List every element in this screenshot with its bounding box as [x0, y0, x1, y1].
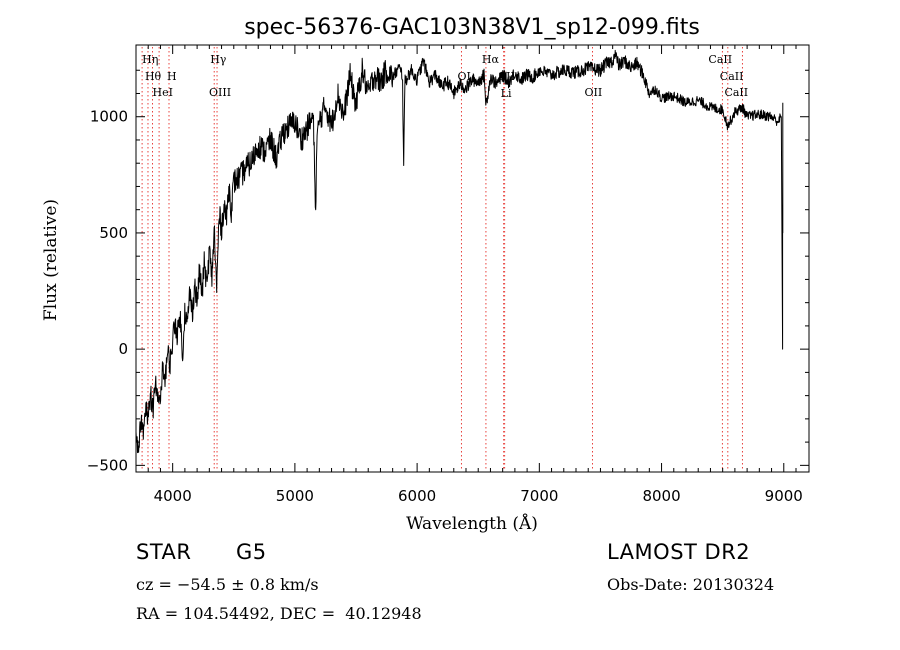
line-label-4: H: [167, 70, 177, 83]
line-markers: [141, 47, 743, 470]
x-tick-label: 9000: [765, 487, 803, 505]
x-tick-label: 6000: [398, 487, 436, 505]
x-tick-label: 4000: [154, 487, 192, 505]
x-tick-label: 7000: [520, 487, 558, 505]
y-tick-label: 500: [99, 224, 128, 242]
line-label-6: OIII: [209, 86, 231, 99]
x-axis: 4000 5000 6000 7000 8000 9000: [147, 45, 803, 505]
line-label-1: Hθ: [145, 70, 162, 83]
y-axis: −500 0 500 1000: [87, 69, 809, 474]
line-label-13: CaII: [720, 70, 744, 83]
x-axis-label: Wavelength (Å): [406, 513, 538, 534]
observation-date: Obs-Date: 20130324: [607, 575, 775, 594]
y-tick-label: −500: [87, 456, 128, 474]
plot-frame: [135, 44, 810, 473]
y-tick-label: 0: [118, 340, 128, 358]
x-tick-label: 5000: [276, 487, 314, 505]
x-tick-label: 8000: [642, 487, 680, 505]
chart-title: spec-56376-GAC103N38V1_sp12-099.fits: [244, 15, 700, 40]
line-label-8: Hα: [482, 53, 500, 66]
spectrum-line: [135, 49, 784, 454]
y-axis-label: Flux (relative): [41, 199, 61, 321]
line-label-5: Hγ: [210, 53, 227, 66]
object-class: STAR: [136, 540, 192, 564]
spectrum-chart: spec-56376-GAC103N38V1_sp12-099.fits Hη H…: [41, 15, 810, 534]
spectrum-series: [135, 49, 784, 454]
coordinates: RA = 104.54492, DEC = 40.12948: [136, 604, 422, 623]
survey-name: LAMOST DR2: [607, 540, 751, 564]
redshift-cz: cz = −54.5 ± 0.8 km/s: [136, 575, 319, 594]
spectral-subclass: G5: [236, 540, 267, 564]
line-label-12: CaII: [708, 53, 732, 66]
y-tick-label: 1000: [90, 108, 128, 126]
line-label-14: CaII: [724, 86, 748, 99]
line-label-11: OII: [585, 86, 603, 99]
line-label-2: HeI: [153, 86, 173, 99]
line-label-9: Li: [501, 87, 512, 100]
line-label-0: Hη: [142, 53, 158, 66]
